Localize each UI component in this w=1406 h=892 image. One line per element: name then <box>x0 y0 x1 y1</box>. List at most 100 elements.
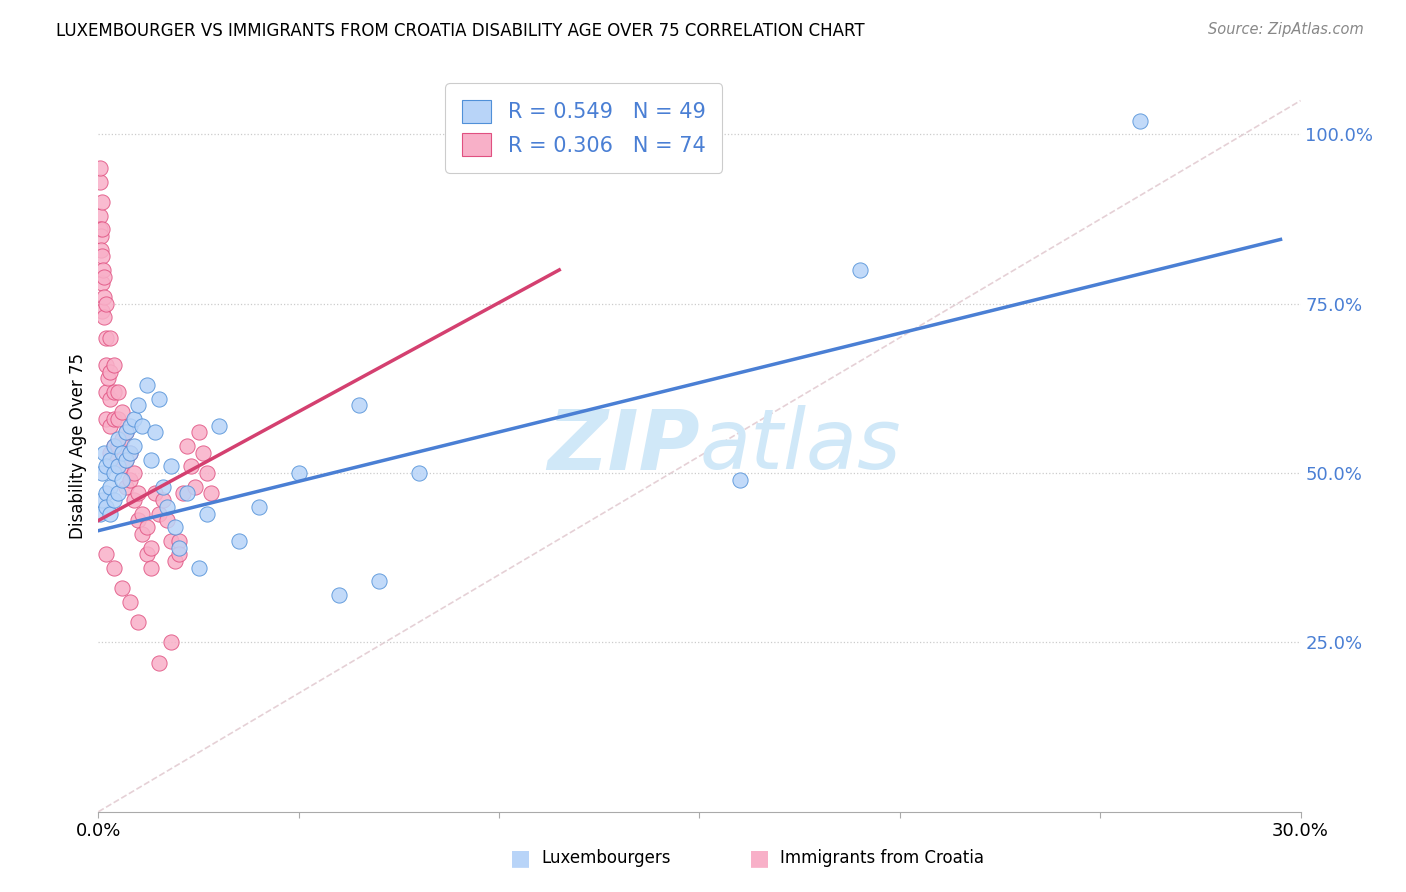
Point <box>107 486 129 500</box>
Point <box>180 459 202 474</box>
Point <box>91 466 114 480</box>
Point <box>91 263 114 277</box>
Point <box>328 588 350 602</box>
Point <box>96 297 118 311</box>
Text: ■: ■ <box>749 848 769 868</box>
Point <box>107 459 129 474</box>
Point <box>176 439 198 453</box>
Point <box>159 459 181 474</box>
Point <box>139 452 162 467</box>
Point <box>208 418 231 433</box>
Point <box>100 418 122 433</box>
Point <box>200 486 222 500</box>
Point <box>191 446 214 460</box>
Point <box>120 446 142 460</box>
Point <box>135 520 157 534</box>
Point <box>100 507 122 521</box>
Point <box>159 533 181 548</box>
Point <box>115 452 138 467</box>
Text: LUXEMBOURGER VS IMMIGRANTS FROM CROATIA DISABILITY AGE OVER 75 CORRELATION CHART: LUXEMBOURGER VS IMMIGRANTS FROM CROATIA … <box>56 22 865 40</box>
Point <box>107 432 129 446</box>
Point <box>155 514 177 528</box>
Text: ZIP: ZIP <box>547 406 699 486</box>
Point <box>103 493 125 508</box>
Point <box>111 446 134 460</box>
Point <box>89 222 111 236</box>
Point <box>96 459 118 474</box>
Point <box>103 466 125 480</box>
Point <box>96 331 118 345</box>
Point <box>728 473 751 487</box>
Point <box>100 364 122 378</box>
Point <box>90 229 112 244</box>
Point <box>120 446 142 460</box>
Point <box>120 473 142 487</box>
Point <box>124 412 146 426</box>
Point <box>103 412 125 426</box>
Point <box>93 290 115 304</box>
Point <box>148 507 170 521</box>
Point <box>103 439 125 453</box>
Point <box>124 439 146 453</box>
Point <box>288 466 311 480</box>
Point <box>115 452 138 467</box>
Text: Source: ZipAtlas.com: Source: ZipAtlas.com <box>1208 22 1364 37</box>
Point <box>124 466 146 480</box>
Point <box>111 405 134 419</box>
Point <box>228 533 250 548</box>
Point <box>103 358 125 372</box>
Point <box>155 500 177 514</box>
Point <box>148 656 170 670</box>
Point <box>183 480 205 494</box>
Point <box>120 595 142 609</box>
Y-axis label: Disability Age Over 75: Disability Age Over 75 <box>69 353 87 539</box>
Point <box>91 277 114 291</box>
Point <box>368 574 391 589</box>
Point <box>100 452 122 467</box>
Point <box>139 541 162 555</box>
Text: Luxembourgers: Luxembourgers <box>541 849 671 867</box>
Point <box>111 459 134 474</box>
Point <box>128 514 150 528</box>
Point <box>135 547 157 561</box>
Point <box>408 466 430 480</box>
Point <box>90 195 112 210</box>
Point <box>159 635 181 649</box>
Point <box>128 486 150 500</box>
Point <box>100 480 122 494</box>
Point <box>96 547 118 561</box>
Point <box>91 303 114 318</box>
Point <box>135 378 157 392</box>
Point <box>131 527 153 541</box>
Point <box>124 493 146 508</box>
Point <box>176 486 198 500</box>
Point <box>131 507 153 521</box>
Point <box>347 398 370 412</box>
Point <box>90 243 112 257</box>
Point <box>96 412 118 426</box>
Point <box>172 486 194 500</box>
Point <box>111 473 134 487</box>
Point <box>89 209 111 223</box>
Point <box>195 507 218 521</box>
Point <box>139 561 162 575</box>
Point <box>167 541 190 555</box>
Point <box>103 439 125 453</box>
Point <box>131 418 153 433</box>
Point <box>115 425 138 440</box>
Text: atlas: atlas <box>699 406 901 486</box>
Point <box>103 561 125 575</box>
Point <box>93 446 115 460</box>
Point <box>89 175 111 189</box>
Point <box>128 615 150 629</box>
Point <box>100 392 122 406</box>
Point <box>111 581 134 595</box>
Legend: R = 0.549   N = 49, R = 0.306   N = 74: R = 0.549 N = 49, R = 0.306 N = 74 <box>446 83 723 172</box>
Text: Immigrants from Croatia: Immigrants from Croatia <box>780 849 984 867</box>
Point <box>91 493 114 508</box>
Point <box>96 486 118 500</box>
Point <box>163 520 186 534</box>
Point <box>187 425 209 440</box>
Point <box>849 263 872 277</box>
Point <box>143 425 166 440</box>
